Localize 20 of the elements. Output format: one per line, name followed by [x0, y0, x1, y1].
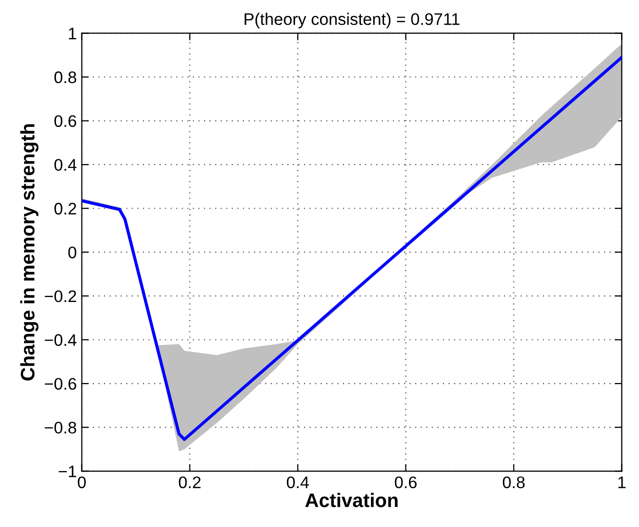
y-tick-label: −0.2 — [44, 290, 76, 302]
y-tick-label: 0.8 — [54, 71, 76, 84]
x-tick-label: 1 — [618, 476, 626, 488]
y-axis-title: Change in memory strength — [20, 124, 38, 380]
x-tick-label: 0.8 — [502, 476, 525, 488]
chart-title: P(theory consistent) = 0.9711 — [244, 12, 460, 28]
x-tick-label: 0 — [78, 476, 86, 488]
y-tick-label: −0.6 — [44, 378, 76, 390]
x-tick-label: 0.4 — [286, 476, 309, 488]
y-tick-label: 0.2 — [54, 202, 76, 215]
y-tick-label: −1 — [58, 466, 76, 478]
y-tick-label: 1 — [68, 28, 76, 40]
y-tick-label: −0.4 — [44, 334, 76, 346]
x-tick-label: 0.2 — [178, 476, 201, 488]
y-tick-label: 0 — [68, 246, 76, 258]
y-tick-label: 0.4 — [54, 158, 76, 171]
x-tick-label: 0.6 — [394, 476, 417, 488]
x-axis-title: Activation — [305, 492, 398, 508]
y-tick-label: −0.8 — [44, 422, 76, 434]
y-tick-label: 0.6 — [54, 115, 76, 127]
